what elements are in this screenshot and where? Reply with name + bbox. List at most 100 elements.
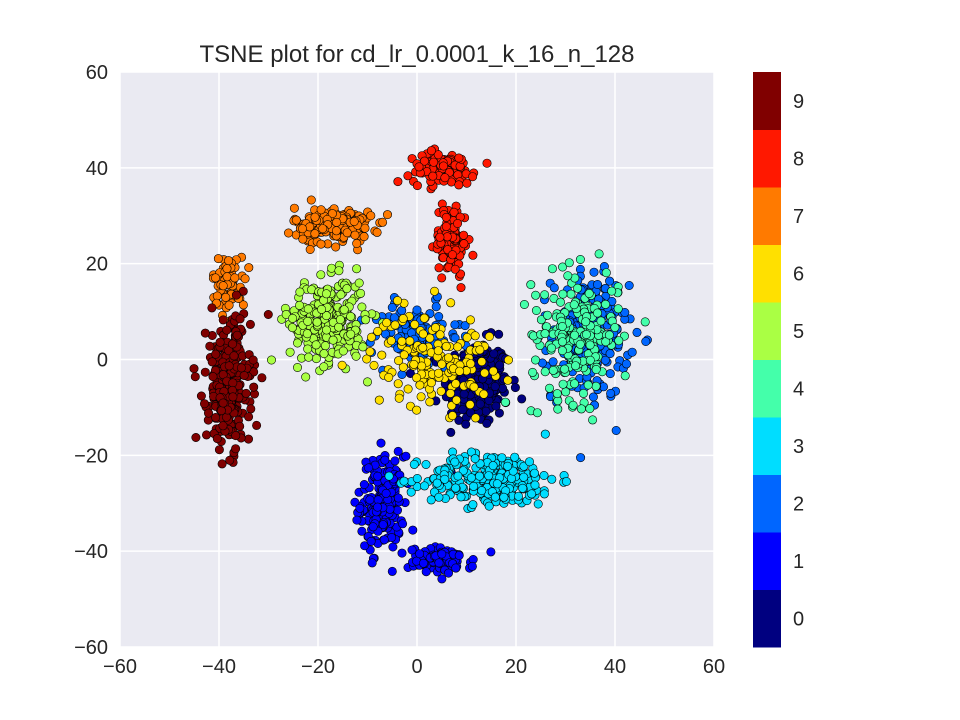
scatter-point-class-6 <box>479 389 489 399</box>
scatter-point-class-4 <box>596 316 606 326</box>
scatter-point-class-8 <box>482 158 492 168</box>
scatter-point-class-9 <box>224 361 234 371</box>
scatter-point-class-5 <box>294 300 304 310</box>
scatter-point-class-6 <box>437 359 447 369</box>
scatter-point-class-9 <box>232 330 242 340</box>
scatter-point-class-5 <box>357 302 367 312</box>
scatter-point-class-4 <box>576 404 586 414</box>
scatter-point-class-4 <box>519 299 529 309</box>
scatter-point-class-6 <box>394 393 404 403</box>
scatter-point-class-6 <box>399 350 409 360</box>
colorbar-segment-3 <box>753 417 781 475</box>
scatter-point-class-0 <box>458 405 468 415</box>
scatter-point-class-4 <box>592 308 602 318</box>
scatter-point-class-8 <box>468 250 478 260</box>
scatter-point-class-4 <box>561 387 571 397</box>
scatter-point-class-6 <box>451 379 461 389</box>
colorbar-label: 8 <box>793 148 804 170</box>
scatter-point-class-6 <box>418 343 428 353</box>
scatter-point-class-3 <box>518 483 528 493</box>
scatter-point-class-9 <box>207 357 217 367</box>
scatter-point-class-6 <box>405 336 415 346</box>
scatter-point-class-8 <box>434 263 444 273</box>
scatter-point-class-3 <box>456 492 466 502</box>
scatter-point-class-6 <box>392 296 402 306</box>
scatter-point-class-6 <box>403 384 413 394</box>
scatter-point-class-6 <box>397 336 407 346</box>
scatter-point-class-1 <box>387 566 397 576</box>
scatter-point-class-6 <box>394 356 404 366</box>
scatter-point-class-3 <box>474 471 484 481</box>
scatter-point-class-4 <box>540 367 550 377</box>
scatter-point-class-4 <box>540 329 550 339</box>
scatter-point-class-5 <box>319 349 329 359</box>
scatter-point-class-1 <box>434 558 444 568</box>
scatter-point-class-5 <box>346 329 356 339</box>
scatter-point-class-1 <box>373 471 383 481</box>
scatter-point-class-6 <box>484 331 494 341</box>
scatter-point-class-3 <box>469 481 479 491</box>
scatter-point-class-1 <box>380 455 390 465</box>
scatter-point-class-3 <box>399 476 409 486</box>
scatter-point-class-7 <box>283 228 293 238</box>
scatter-point-class-6 <box>425 397 435 407</box>
scatter-point-class-5 <box>354 278 364 288</box>
scatter-point-class-6 <box>445 388 455 398</box>
scatter-point-class-9 <box>211 412 221 422</box>
scatter-point-class-5 <box>292 338 302 348</box>
scatter-point-class-9 <box>217 459 227 469</box>
scatter-point-class-9 <box>257 373 267 383</box>
scatter-point-class-6 <box>471 413 481 423</box>
scatter-point-class-2 <box>605 349 615 359</box>
scatter-point-class-6 <box>412 373 422 383</box>
scatter-point-class-5 <box>335 315 345 325</box>
colorbar: 0 1 2 3 4 5 6 7 8 9 <box>753 72 804 648</box>
scatter-point-class-8 <box>426 146 436 156</box>
scatter-point-class-2 <box>606 388 616 398</box>
scatter-point-class-6 <box>365 347 375 357</box>
scatter-point-class-9 <box>249 367 259 377</box>
scatter-point-class-6 <box>337 360 347 370</box>
scatter-point-class-8 <box>393 177 403 187</box>
scatter-point-class-1 <box>352 515 362 525</box>
scatter-point-class-5 <box>304 352 314 362</box>
scatter-point-class-3 <box>519 472 529 482</box>
scatter-point-class-3 <box>529 468 539 478</box>
scatter-point-class-4 <box>557 337 567 347</box>
scatter-point-class-3 <box>527 489 537 499</box>
scatter-point-class-6 <box>419 313 429 323</box>
scatter-point-class-6 <box>384 372 394 382</box>
scatter-point-class-7 <box>331 226 341 236</box>
scatter-point-class-4 <box>570 361 580 371</box>
colorbar-label: 9 <box>793 91 804 113</box>
scatter-point-class-4 <box>557 321 567 331</box>
colorbar-label: 5 <box>793 321 804 343</box>
scatter-point-class-6 <box>382 318 392 328</box>
scatter-point-class-3 <box>421 459 431 469</box>
scatter-point-class-4 <box>564 258 574 268</box>
scatter-point-class-6 <box>451 395 461 405</box>
scatter-point-class-1 <box>357 526 367 536</box>
scatter-point-class-9 <box>235 314 245 324</box>
scatter-point-class-7 <box>291 215 301 225</box>
scatter-point-class-3 <box>539 470 549 480</box>
scatter-point-class-1 <box>421 567 431 577</box>
scatter-point-class-9 <box>252 420 262 430</box>
scatter-point-class-5 <box>334 322 344 332</box>
scatter-point-class-8 <box>440 173 450 183</box>
scatter-point-class-3 <box>432 478 442 488</box>
scatter-point-class-7 <box>316 205 326 215</box>
scatter-point-class-5 <box>356 288 366 298</box>
scatter-point-class-5 <box>311 354 321 364</box>
scatter-point-class-3 <box>384 471 394 481</box>
scatter-point-class-6 <box>453 342 463 352</box>
scatter-point-class-3 <box>506 473 516 483</box>
scatter-point-class-8 <box>454 153 464 163</box>
scatter-point-class-4 <box>526 280 536 290</box>
scatter-point-class-4 <box>552 389 562 399</box>
scatter-point-class-5 <box>360 315 370 325</box>
colorbar-segment-6 <box>753 244 781 303</box>
scatter-point-class-5 <box>317 304 327 314</box>
scatter-point-class-4 <box>560 364 570 374</box>
scatter-point-class-9 <box>263 309 273 319</box>
